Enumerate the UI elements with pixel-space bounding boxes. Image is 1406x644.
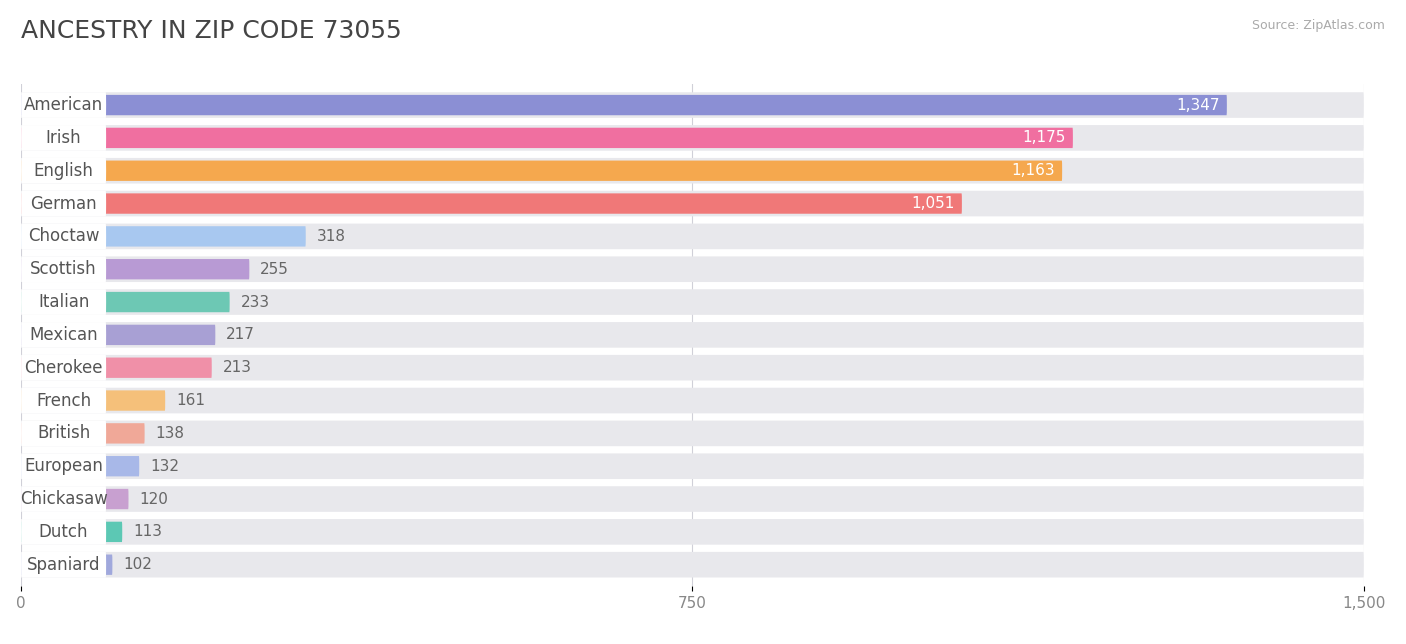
Text: 233: 233 [240,294,270,310]
FancyBboxPatch shape [21,322,105,348]
FancyBboxPatch shape [21,388,105,413]
Text: 120: 120 [139,491,169,507]
FancyBboxPatch shape [21,522,122,542]
FancyBboxPatch shape [21,95,1227,115]
FancyBboxPatch shape [21,519,105,545]
FancyBboxPatch shape [21,486,105,512]
Text: 102: 102 [124,557,152,573]
Text: 318: 318 [316,229,346,244]
FancyBboxPatch shape [21,552,1364,578]
Text: Scottish: Scottish [31,260,97,278]
Text: 1,175: 1,175 [1022,130,1066,146]
Text: French: French [37,392,91,410]
Text: Spaniard: Spaniard [27,556,100,574]
FancyBboxPatch shape [21,423,145,444]
Text: Dutch: Dutch [39,523,89,541]
FancyBboxPatch shape [21,226,305,247]
FancyBboxPatch shape [21,456,139,477]
FancyBboxPatch shape [21,92,105,118]
FancyBboxPatch shape [21,355,105,381]
Text: 161: 161 [176,393,205,408]
FancyBboxPatch shape [21,223,105,249]
Text: 1,051: 1,051 [911,196,955,211]
FancyBboxPatch shape [21,256,1364,282]
Text: 1,163: 1,163 [1011,163,1054,178]
Text: European: European [24,457,103,475]
FancyBboxPatch shape [21,453,1364,479]
Text: Irish: Irish [46,129,82,147]
FancyBboxPatch shape [21,125,105,151]
Text: Source: ZipAtlas.com: Source: ZipAtlas.com [1251,19,1385,32]
FancyBboxPatch shape [21,289,1364,315]
FancyBboxPatch shape [21,125,1364,151]
FancyBboxPatch shape [21,453,105,479]
FancyBboxPatch shape [21,92,1364,118]
FancyBboxPatch shape [21,421,105,446]
FancyBboxPatch shape [21,292,229,312]
FancyBboxPatch shape [21,128,1073,148]
FancyBboxPatch shape [21,158,1364,184]
FancyBboxPatch shape [21,223,1364,249]
Text: 255: 255 [260,261,290,277]
FancyBboxPatch shape [21,256,105,282]
Text: 138: 138 [155,426,184,441]
Text: 113: 113 [134,524,162,540]
FancyBboxPatch shape [21,489,128,509]
FancyBboxPatch shape [21,191,1364,216]
Text: American: American [24,96,103,114]
Text: Italian: Italian [38,293,90,311]
FancyBboxPatch shape [21,388,1364,413]
FancyBboxPatch shape [21,325,215,345]
Text: 1,347: 1,347 [1177,97,1219,113]
FancyBboxPatch shape [21,158,105,184]
FancyBboxPatch shape [21,390,166,411]
Text: British: British [37,424,90,442]
FancyBboxPatch shape [21,554,112,575]
Text: Cherokee: Cherokee [24,359,103,377]
Text: German: German [31,194,97,213]
FancyBboxPatch shape [21,552,105,578]
FancyBboxPatch shape [21,355,1364,381]
Text: ANCESTRY IN ZIP CODE 73055: ANCESTRY IN ZIP CODE 73055 [21,19,402,43]
FancyBboxPatch shape [21,421,1364,446]
FancyBboxPatch shape [21,357,212,378]
FancyBboxPatch shape [21,322,1364,348]
Text: 217: 217 [226,327,254,343]
FancyBboxPatch shape [21,160,1062,181]
Text: Mexican: Mexican [30,326,98,344]
FancyBboxPatch shape [21,193,962,214]
Text: 132: 132 [150,459,179,474]
Text: Choctaw: Choctaw [28,227,100,245]
Text: Chickasaw: Chickasaw [20,490,107,508]
FancyBboxPatch shape [21,259,249,279]
FancyBboxPatch shape [21,486,1364,512]
FancyBboxPatch shape [21,289,105,315]
FancyBboxPatch shape [21,519,1364,545]
Text: English: English [34,162,94,180]
FancyBboxPatch shape [21,191,105,216]
Text: 213: 213 [222,360,252,375]
